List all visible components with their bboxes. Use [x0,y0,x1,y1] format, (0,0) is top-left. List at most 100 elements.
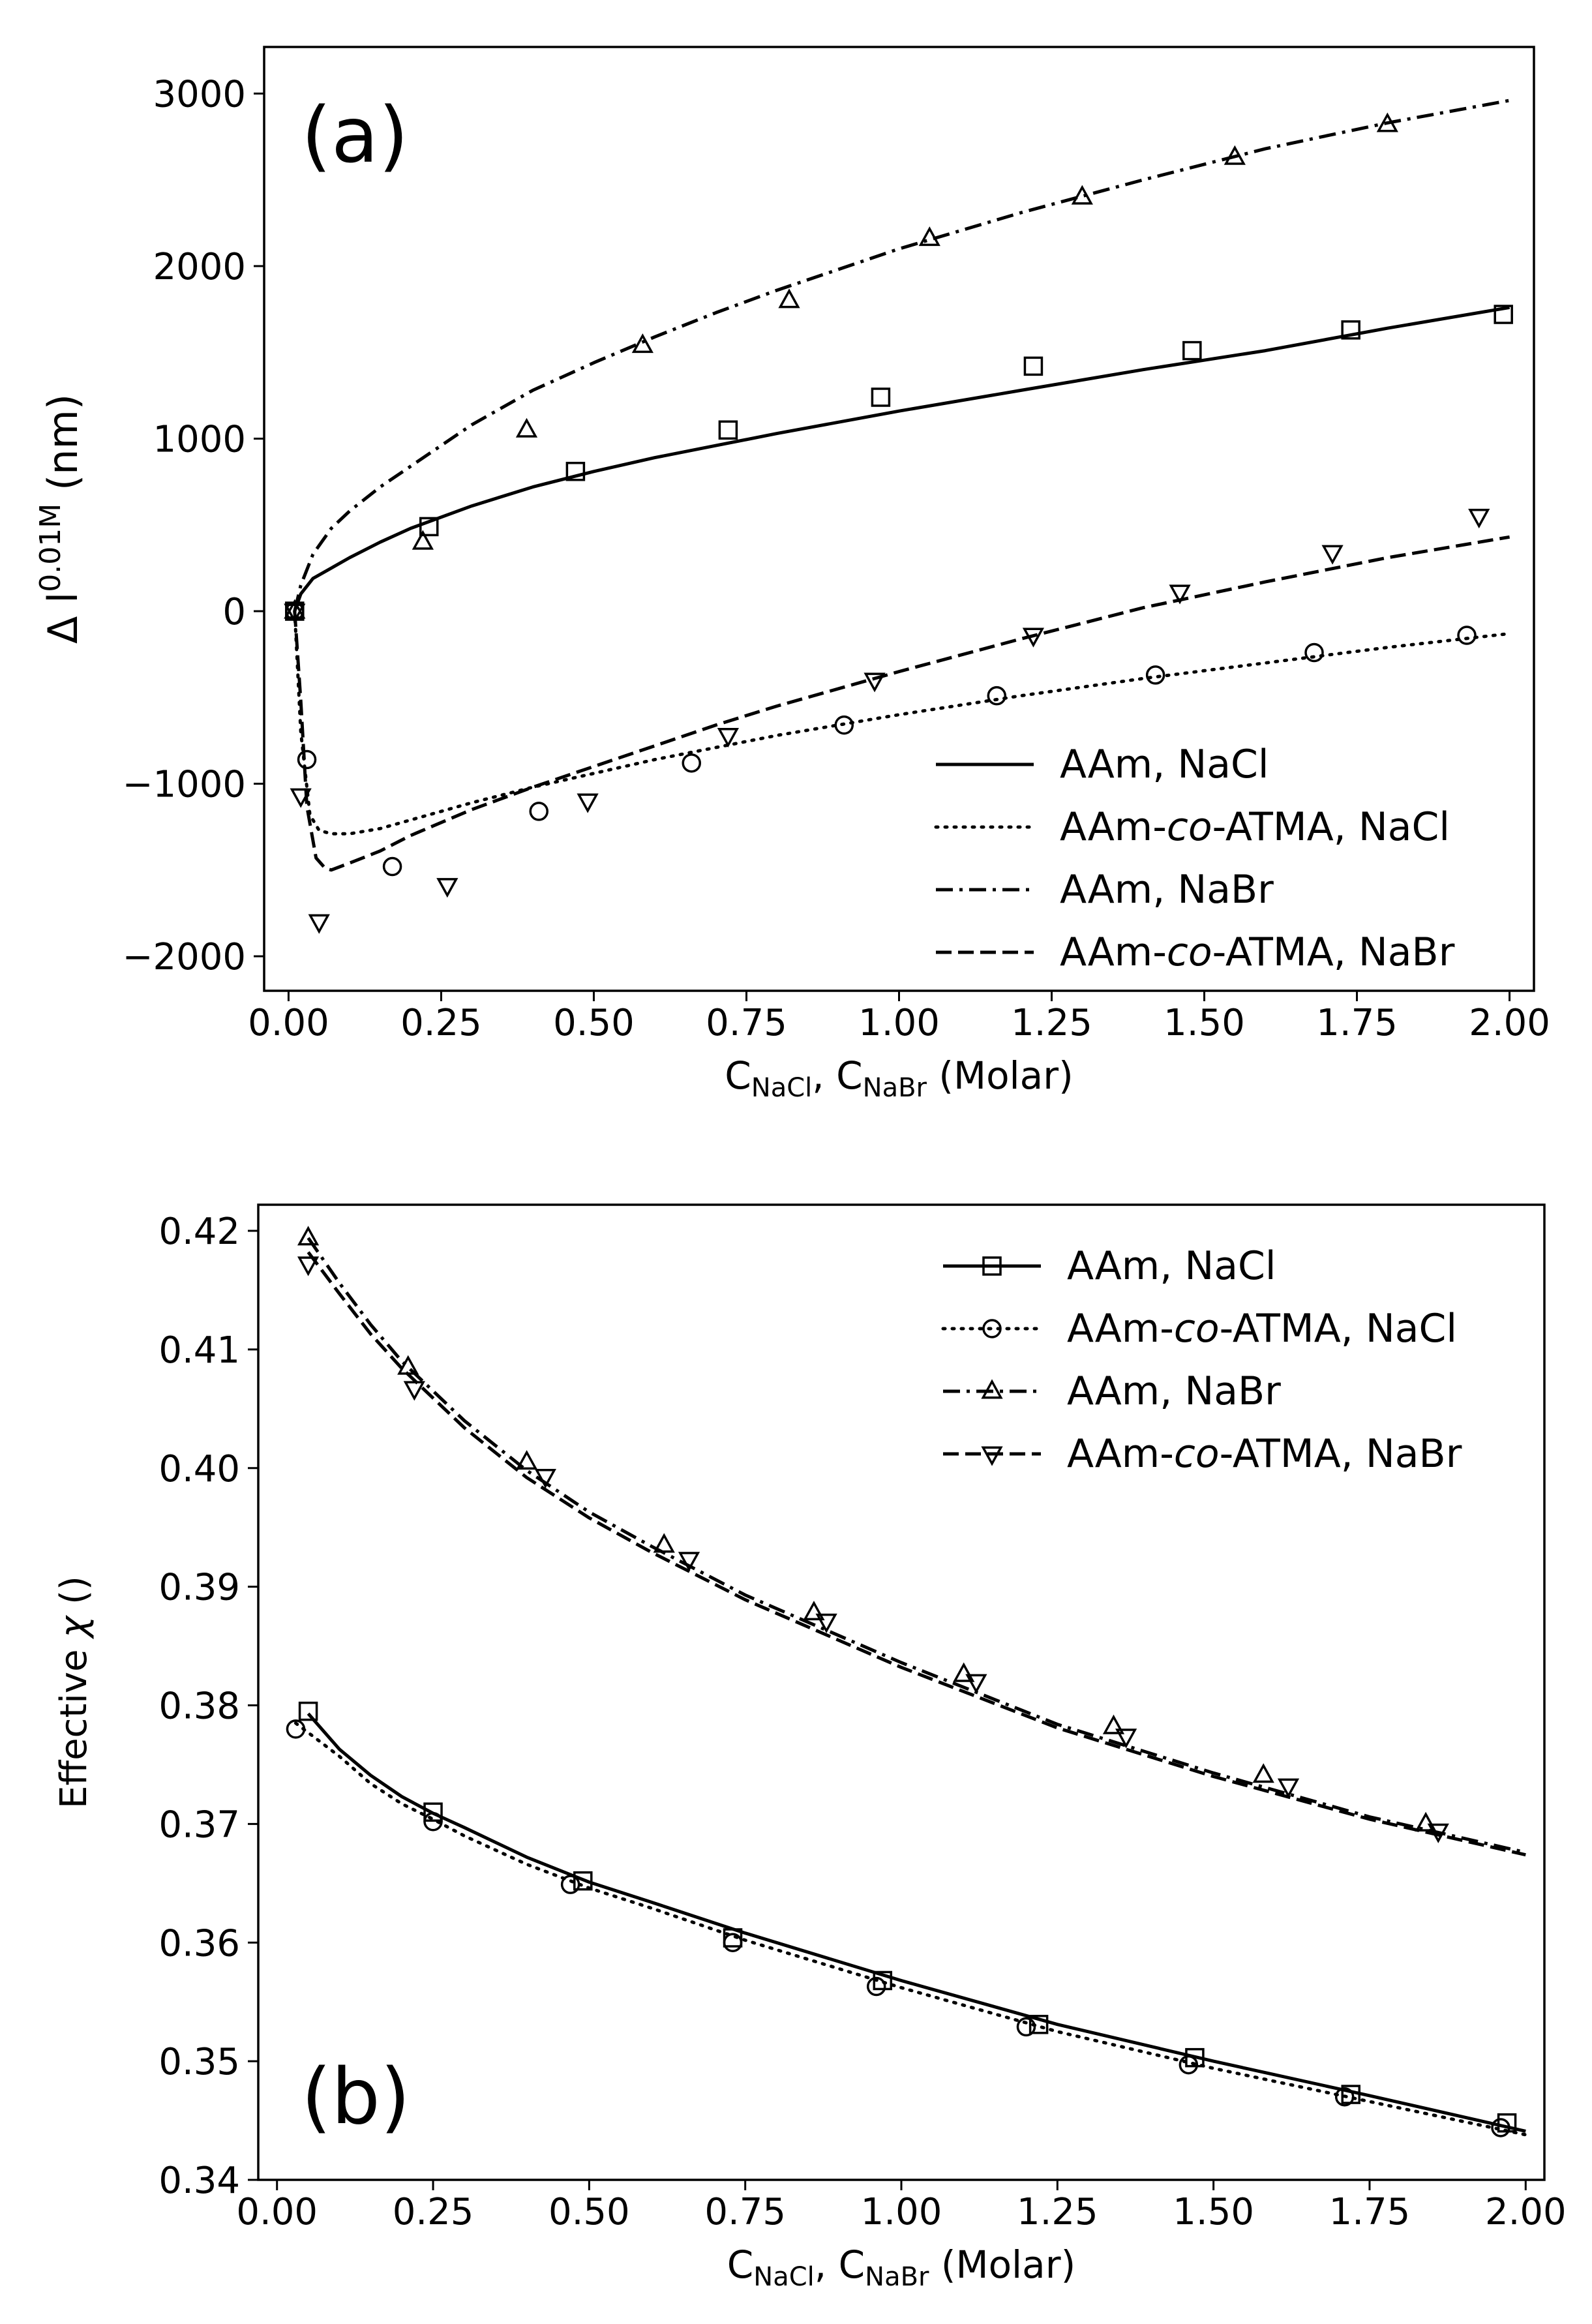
panel-b-series-3-line [307,1237,1526,1854]
panel-a-series-2-marker [1304,642,1324,663]
panel-a-y-tick-label: 2000 [153,246,246,288]
panel-b-series-3-marker [516,1450,538,1470]
panel-a-legend-item: AAm-co-ATMA, NaBr [936,929,1455,975]
panel-b-series-1-marker [423,1802,443,1822]
panel-b-y-tick-label: 0.39 [158,1567,240,1609]
panel-a-series-4-marker [308,914,330,934]
panel-b-series-3-marker [297,1226,320,1246]
panel-b-legend-item: AAm, NaCl [943,1243,1276,1289]
panel-a-series-4-marker [290,788,312,808]
panel-a-y-tick-label: 0 [222,591,246,633]
panel-a-series-2-marker [382,856,402,877]
panel-b-series-2-line [293,1721,1527,2137]
panel-a-x-tick-label: 1.75 [1316,1002,1398,1044]
panel-b-x-tick-label: 1.00 [861,2191,942,2233]
panel-a-legend-label: AAm-co-ATMA, NaBr [1060,929,1455,975]
panel-b-y-tick-label: 0.42 [158,1211,240,1253]
panel-a-panel-label: (a) [301,90,408,180]
panel-a-series-3-marker [412,530,434,550]
panel-a-series-2-marker [1145,665,1165,685]
panel-b-legend-item: AAm-co-ATMA, NaBr [943,1431,1462,1477]
panel-b-series-1-line [307,1712,1526,2133]
panel-a-y-tick-label: 3000 [153,73,246,115]
panel-a-legend-label: AAm-co-ATMA, NaCl [1060,804,1450,850]
panel-b-series-4-marker [678,1552,700,1572]
panel-b-series-3-marker [1102,1714,1125,1734]
panel-a-legend-item: AAm-co-ATMA, NaCl [934,804,1450,850]
panel-a-series-4-marker [1169,584,1191,605]
panel-a-series-4-marker [577,793,599,813]
panel-a-series-2-marker [987,686,1007,706]
panel-a-series-1-marker [565,462,586,481]
panel-a-series-1 [285,305,1513,621]
panel-b-x-tick-label: 1.50 [1173,2191,1254,2233]
panel-b-y-axis-label: Effective χ () [53,1576,95,1809]
panel-b-series-1-marker [298,1701,318,1721]
panel-b-x-tick-label: 0.25 [393,2191,474,2233]
panel-a-series-3-marker [918,226,940,247]
panel-a-series-3-marker [778,288,800,309]
panel-a-series-2-marker [529,802,548,821]
panel-b-series-2-marker [560,1875,580,1894]
panel-b-series-4 [297,1251,1526,1857]
panel-a-series-4-marker [1321,545,1344,565]
panel-a-x-tick-label: 0.00 [248,1002,329,1044]
panel-a-y-tick-label: 1000 [153,418,246,460]
panel-a-series-3-marker [1376,112,1398,132]
panel-a-x-tick-label: 0.25 [400,1002,482,1044]
panel-a-legend-item: AAm, NaCl [936,742,1269,787]
panel-a-series-3-marker [515,417,538,438]
panel-a-series-2-line [293,609,1512,836]
panel-a-series-1-line [293,305,1510,612]
panel-b-x-tick-label: 1.25 [1017,2191,1098,2233]
panel-b-series-2-marker [1334,2087,1355,2107]
panel-a-series-1-marker [419,517,439,537]
panel-a-series-3 [284,98,1510,619]
panel-b-series-3 [297,1226,1526,1854]
panel-b-series-1-marker [573,1871,593,1891]
panel-b-legend: AAm, NaCl AAm-co-ATMA, NaCl AAm, NaBr AAm-c… [941,1243,1462,1477]
panel-b-y-tick-label: 0.34 [158,2160,240,2202]
panel-b-series-3-marker [953,1662,975,1682]
panel-b-series-3-marker [653,1533,675,1553]
panel-a-series-4-marker [717,727,740,748]
panel-b-series-3-marker [1252,1763,1274,1783]
panel-a-y-tick-label: −1000 [123,764,246,806]
panel-a-series-4-marker [284,603,306,624]
panel-a-x-axis-label: CNaCl, CNaBr (Molar) [725,1053,1073,1103]
panel-b-y-tick-label: 0.36 [158,1922,240,1965]
panel-b-legend-marker [981,1446,1003,1466]
panel-b-legend-marker [982,1319,1002,1338]
panel-a-series-4-marker [1022,627,1045,648]
panel-b-series-3-marker [803,1601,825,1621]
panel-b-x-tick-label: 0.50 [548,2191,630,2233]
panel-b-series-4-marker [1277,1778,1300,1798]
panel-b-series-2-marker [723,1933,743,1953]
panel-b-series-1-marker [723,1928,743,1948]
panel-a-legend: AAm, NaCl AAm-co-ATMA, NaCl AAm, NaBr AAm-c… [934,742,1455,975]
panel-b-x-tick-label: 0.00 [236,2191,318,2233]
panel-a-series-2-marker [297,749,317,770]
panel-b-legend-item: AAm-co-ATMA, NaCl [941,1306,1457,1351]
panel-a-series-4-line [293,535,1510,872]
panel-b-series-4-marker [1427,1823,1449,1843]
panel-b-y-tick-label: 0.41 [158,1329,240,1372]
panel-b-series-2-marker [1179,2055,1199,2075]
panel-b-data-area [286,1226,1527,2137]
panel-a-series-1-marker [1494,305,1513,324]
panel-b-series-2-marker [423,1811,443,1832]
panel-a-series-2-marker [834,715,854,735]
panel-b-series-1 [298,1701,1526,2133]
panel-b-series-2-marker [1491,2118,1510,2137]
panel-b-series-4-marker [815,1613,837,1633]
panel-a-series-1-marker [718,420,738,440]
panel-a-x-tick-label: 0.75 [706,1002,787,1044]
panel-b-series-4-marker [297,1256,320,1276]
panel-a-series-4-marker [436,878,458,898]
panel-b-x-axis-label: CNaCl, CNaBr (Molar) [727,2242,1075,2292]
panel-b-legend-marker [981,1379,1003,1399]
panel-b-y-tick-label: 0.37 [158,1803,240,1846]
panel-a-x-tick-label: 1.50 [1164,1002,1245,1044]
panel-a-series-3-marker [1071,185,1093,205]
